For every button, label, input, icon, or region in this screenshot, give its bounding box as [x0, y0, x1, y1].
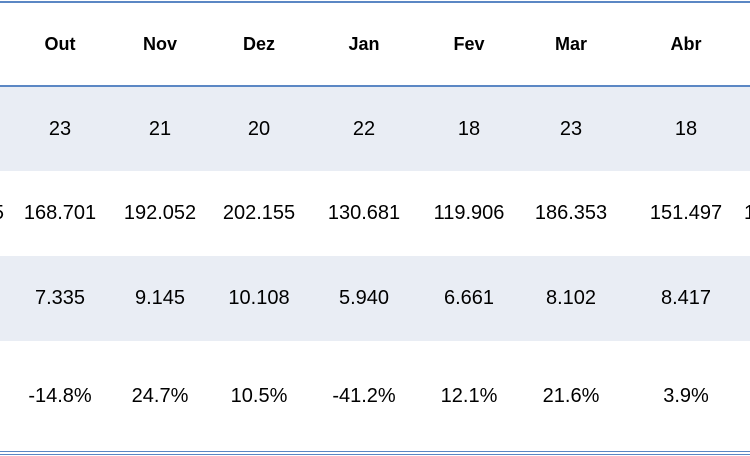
table-row: 7.335 9.145 10.108 5.940 6.661 8.102 8.4… — [0, 256, 750, 341]
table-cell: -41.2% — [332, 385, 396, 407]
table-cell: 7.335 — [34, 287, 86, 309]
table-cell: 22 — [352, 117, 376, 140]
header-divider — [0, 85, 750, 87]
table-row: -14.8% 24.7% 10.5% -41.2% 12.1% 21.6% 3.… — [0, 341, 750, 452]
column-header: Jan — [348, 34, 380, 54]
table-cell: 3.9% — [663, 385, 709, 407]
table-row: 23 21 20 22 18 23 18 — [0, 87, 750, 171]
table-cell: 21.6% — [542, 385, 600, 407]
table-cell: 202.155 — [222, 202, 296, 224]
table-cell: 8.417 — [660, 287, 712, 309]
table-cell: 186.353 — [534, 202, 608, 224]
table-cell: 5.940 — [338, 287, 390, 309]
table-cell: 24.7% — [131, 385, 189, 407]
table-cell: 10.5% — [230, 385, 288, 407]
table-cell: 12.1% — [440, 385, 498, 407]
table-cell: 18 — [674, 117, 698, 140]
column-header: Abr — [670, 34, 702, 54]
table-top-border — [0, 1, 750, 3]
table-cell: 130.681 — [327, 202, 401, 224]
table-cell: 6.661 — [443, 287, 495, 309]
table-cell: 168.701 — [23, 202, 97, 224]
table-cell: 119.906 — [433, 202, 505, 224]
table-cell: -14.8% — [28, 385, 92, 407]
table-cell: 18 — [457, 117, 481, 140]
table-cell: 21 — [148, 117, 172, 140]
table-cell: 10.108 — [228, 287, 290, 309]
table-cell-clipped: 1 — [744, 202, 750, 224]
table-cell: 9.145 — [134, 287, 186, 309]
column-header: Fev — [453, 34, 485, 54]
table-row: 5 168.701 192.052 202.155 130.681 119.90… — [0, 171, 750, 256]
table-cell: 23 — [48, 117, 72, 140]
column-header: Mar — [554, 34, 587, 54]
table-cell: 8.102 — [545, 287, 597, 309]
column-header: Out — [44, 34, 76, 54]
table-header-row: Out Nov Dez Jan Fev Mar Abr — [0, 3, 750, 86]
table-cell: 151.497 — [649, 202, 723, 224]
column-header: Nov — [142, 34, 177, 54]
table-cell: 20 — [247, 117, 271, 140]
table-cell-clipped: 5 — [0, 171, 4, 256]
column-header: Dez — [242, 34, 275, 54]
table-bottom-border — [0, 451, 750, 452]
table-bottom-border — [0, 454, 750, 455]
table-cell: 192.052 — [123, 202, 197, 224]
table-cell: 23 — [559, 117, 583, 140]
